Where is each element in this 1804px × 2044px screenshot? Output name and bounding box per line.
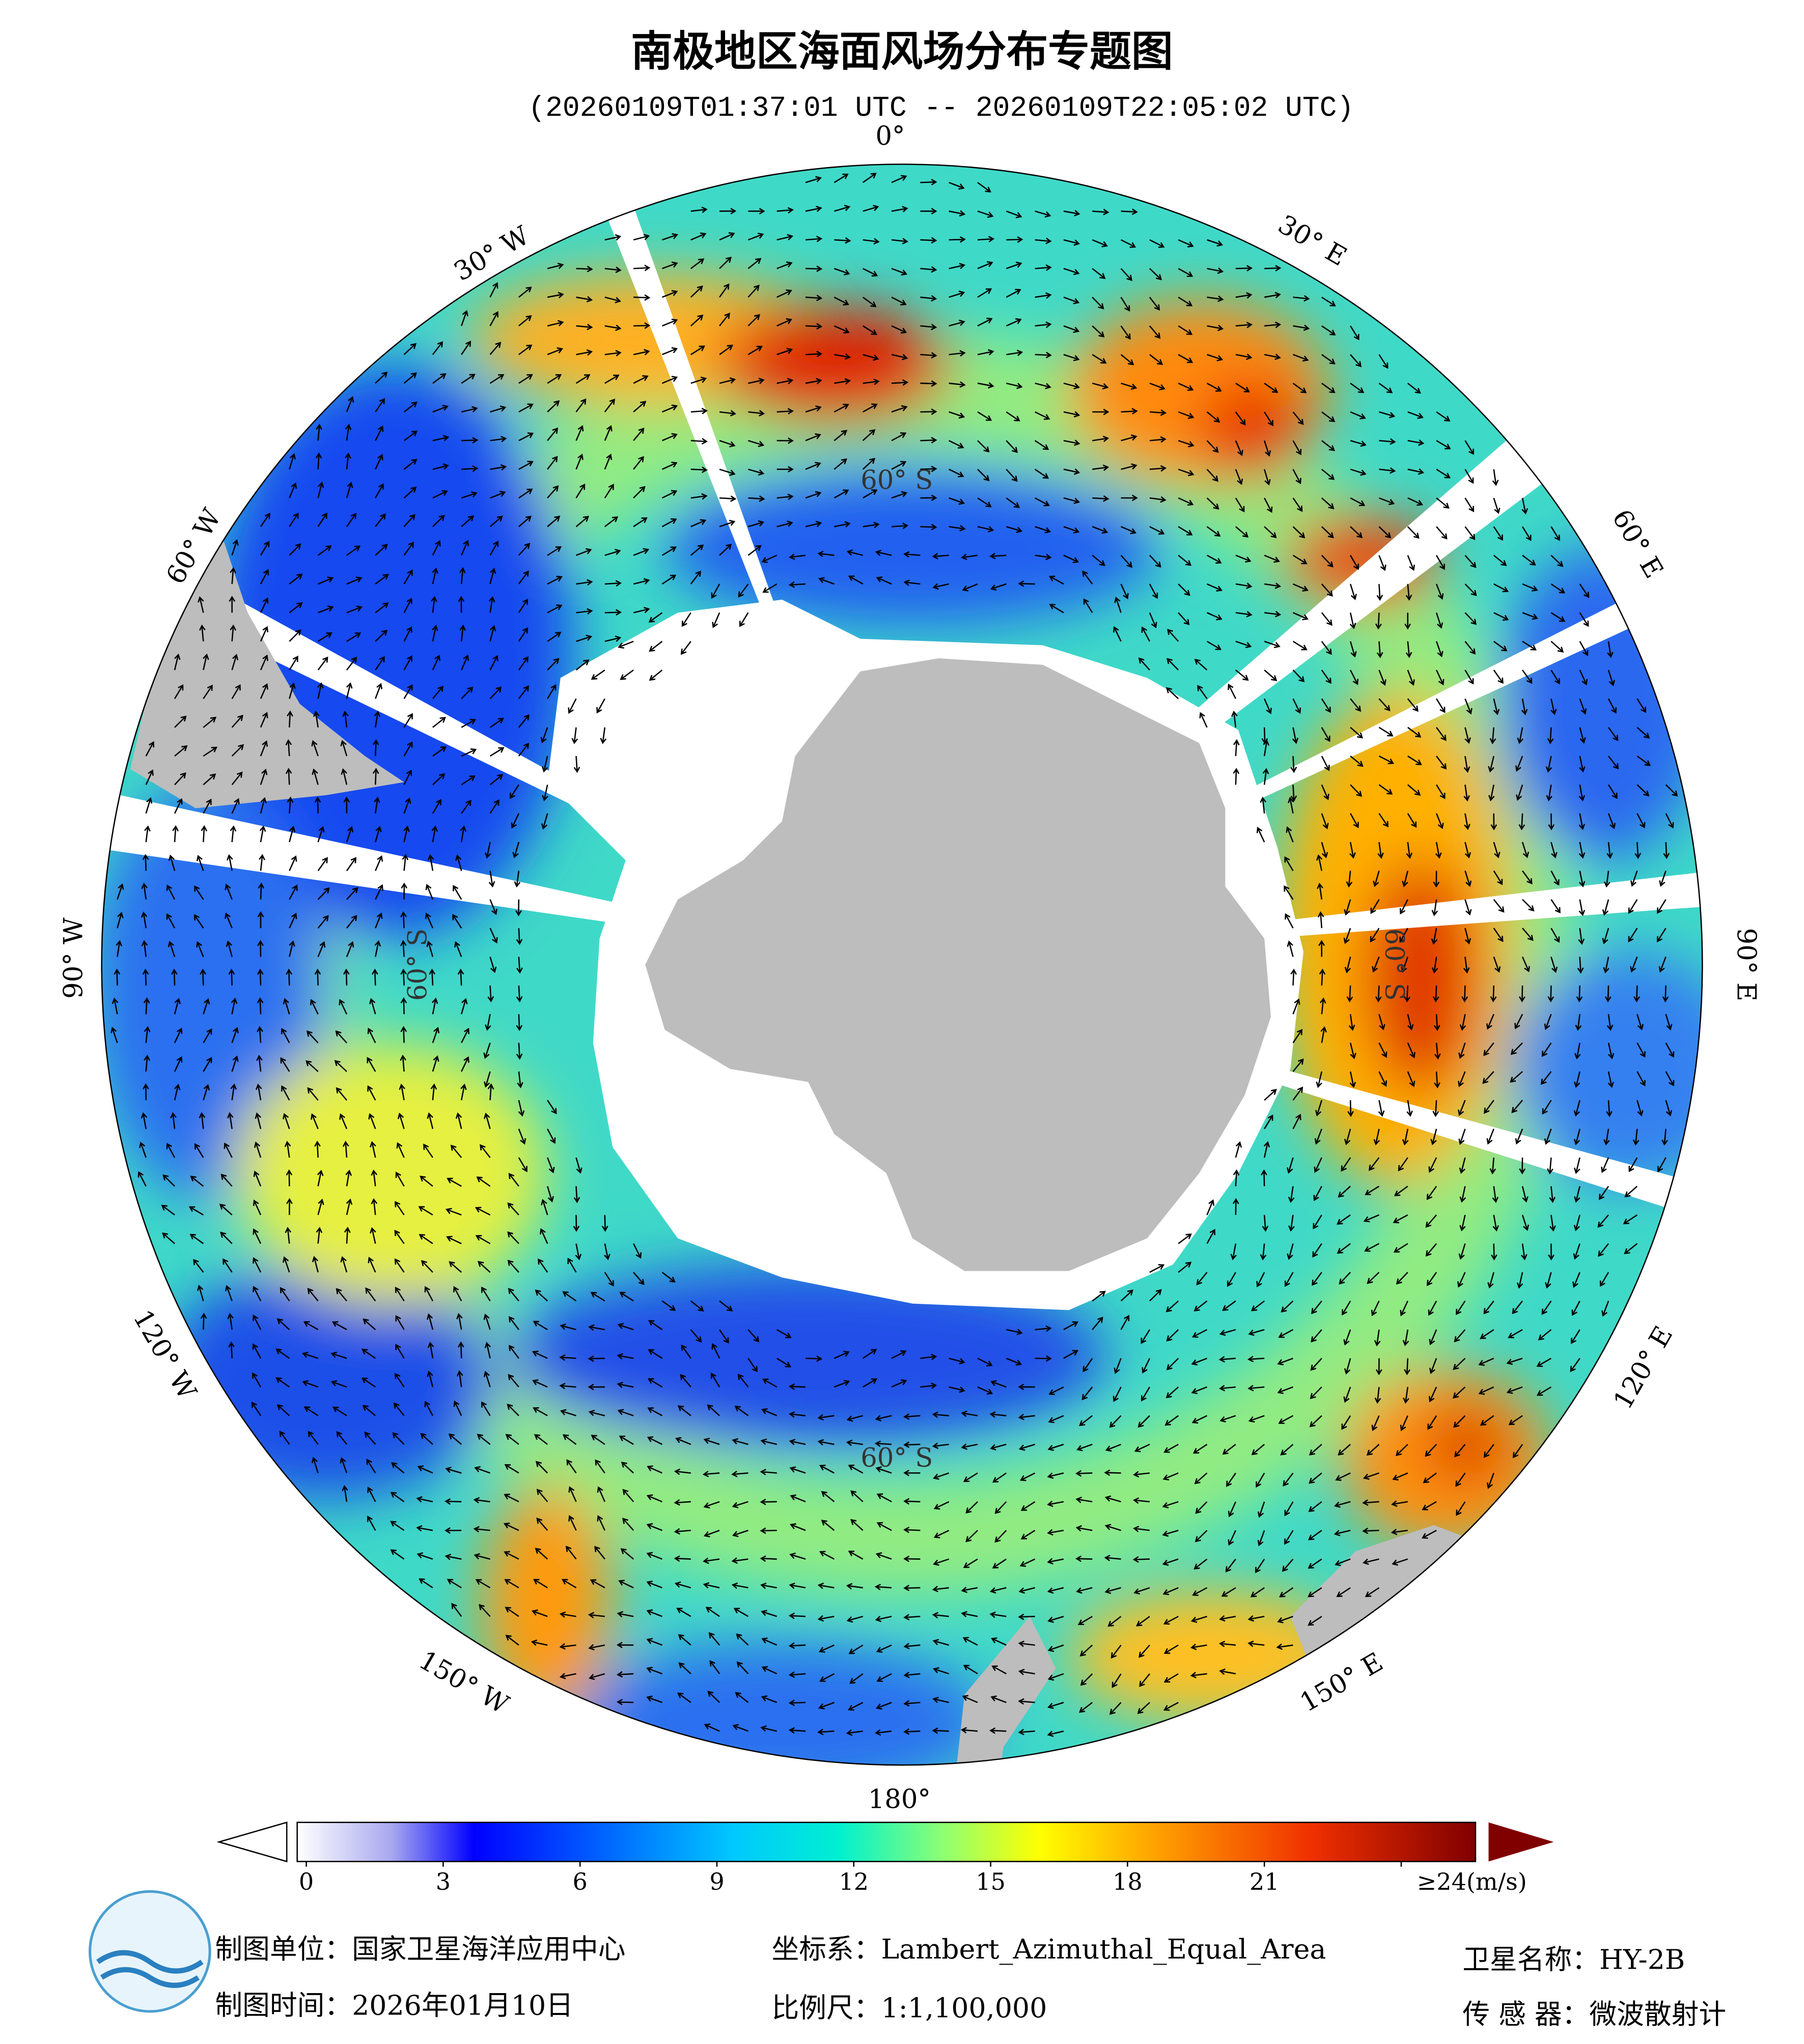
footer-text: 制图时间：2026年01月10日 bbox=[215, 1989, 573, 2021]
colorbar-tick-label: 18 bbox=[1113, 1868, 1143, 1895]
colorbar-tick-label: ≥24(m/s) bbox=[1417, 1868, 1527, 1895]
lat-label: 60° S bbox=[861, 465, 933, 495]
footer-text: 卫星名称：HY-2B bbox=[1462, 1944, 1685, 1976]
lon-label: 120° E bbox=[1607, 1321, 1679, 1414]
footer-text: 传 感 器：微波散射计 bbox=[1462, 1998, 1726, 2030]
wind-map bbox=[101, 164, 1703, 1766]
lon-label: 150° E bbox=[1295, 1647, 1388, 1718]
lon-label: 0° bbox=[875, 121, 905, 151]
footer-text: 坐标系：Lambert_Azimuthal_Equal_Area bbox=[772, 1933, 1326, 1965]
colorbar-under bbox=[216, 1821, 288, 1863]
footer: 制图单位：国家卫星海洋应用中心 制图时间：2026年01月10日 坐标系：Lam… bbox=[89, 1890, 1726, 2030]
wind-arrows bbox=[110, 173, 1678, 1737]
lat-label: 60° S bbox=[402, 929, 433, 1001]
footer-text: 制图单位：国家卫星海洋应用中心 bbox=[215, 1933, 625, 1965]
colorbar: 0 3 6 9 12 15 18 21 ≥24(m/s) bbox=[216, 1821, 1554, 1895]
lat-label: 60° S bbox=[861, 1443, 933, 1473]
colorbar-tick-label: 6 bbox=[573, 1868, 588, 1895]
latitude-labels: 60° S 60° S 60° S 60° S bbox=[402, 465, 1409, 1473]
colorbar-tick-label: 9 bbox=[709, 1868, 724, 1895]
colorbar-over bbox=[1488, 1822, 1554, 1862]
lat-label: 60° S bbox=[1379, 929, 1409, 1001]
footer-text: 比例尺：1:1,100,000 bbox=[772, 1992, 1047, 2024]
colorbar-tick-label: 21 bbox=[1250, 1868, 1280, 1895]
colorbar-tick-label: 12 bbox=[839, 1868, 869, 1895]
lon-label: 90° W bbox=[58, 917, 89, 999]
map-border bbox=[101, 163, 1703, 1766]
lon-label: 180° bbox=[868, 1784, 931, 1815]
logo-waves bbox=[96, 1950, 204, 1988]
logo bbox=[89, 1890, 211, 2013]
lon-label: 60° E bbox=[1606, 505, 1669, 583]
colorbar-bar bbox=[296, 1822, 1477, 1862]
lon-label: 90° E bbox=[1731, 928, 1761, 1001]
subtitle: (20260109T01:37:01 UTC -- 20260109T22:05… bbox=[528, 92, 1354, 124]
colorbar-tick-label: 3 bbox=[436, 1868, 451, 1895]
south-america bbox=[130, 534, 404, 808]
title: 南极地区海面风场分布专题图 bbox=[631, 27, 1173, 76]
antarctica bbox=[645, 658, 1271, 1271]
colorbar-tick-label: 15 bbox=[976, 1868, 1006, 1895]
new-zealand bbox=[951, 1616, 1056, 1766]
colorbar-tick-label: 0 bbox=[299, 1868, 314, 1895]
